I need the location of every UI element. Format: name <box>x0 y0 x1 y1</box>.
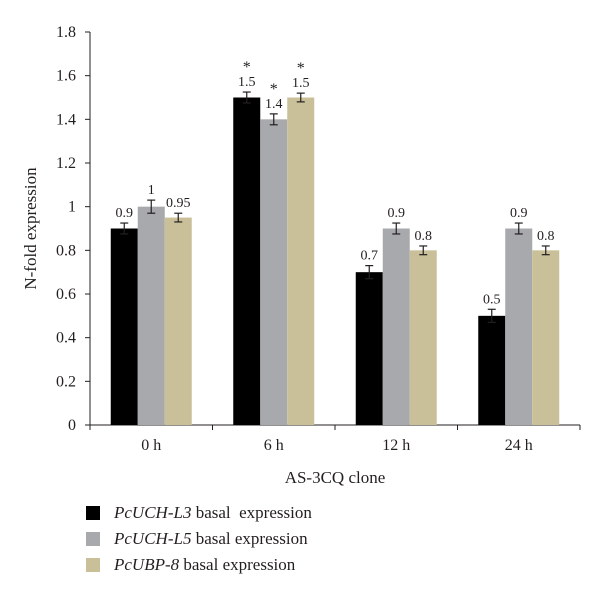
data-label: 0.5 <box>483 292 501 307</box>
legend-gene-name: PcUBP-8 <box>114 555 180 574</box>
data-label: 0.7 <box>361 249 379 264</box>
y-tick-label: 1.4 <box>56 111 76 128</box>
bar <box>409 250 437 425</box>
legend-label: PcUBP-8 basal expression <box>114 555 295 575</box>
bar <box>110 228 138 425</box>
data-label: 0.95 <box>166 196 191 211</box>
y-tick-label: 0.2 <box>56 373 76 390</box>
x-tick-label: 24 h <box>505 437 533 454</box>
y-tick-label: 0.8 <box>56 242 76 259</box>
y-tick-label: 1 <box>68 199 76 216</box>
legend-item: PcUBP-8 basal expression <box>86 552 312 578</box>
legend-swatch <box>86 506 100 520</box>
bar <box>532 250 560 425</box>
x-tick-label: 12 h <box>382 437 410 454</box>
data-label: 0.9 <box>388 206 406 221</box>
data-label: 0.9 <box>116 206 134 221</box>
y-tick-label: 0.4 <box>56 330 76 347</box>
legend-label: PcUCH-L3 basal expression <box>114 503 312 523</box>
legend-gene-name: PcUCH-L5 <box>114 529 192 548</box>
significance-mark: * <box>270 81 278 98</box>
legend-suffix: basal expression <box>191 529 308 548</box>
y-tick-label: 0 <box>68 417 76 434</box>
y-tick-label: 1.8 <box>56 24 76 41</box>
bar <box>505 228 533 425</box>
data-label: 1.5 <box>292 76 310 91</box>
data-label: 0.8 <box>537 229 555 244</box>
bar <box>233 97 261 425</box>
bar <box>260 119 288 425</box>
bar <box>478 315 506 425</box>
bar <box>164 217 192 425</box>
data-label: 0.9 <box>510 206 528 221</box>
significance-mark: * <box>297 60 305 77</box>
legend-item: PcUCH-L3 basal expression <box>86 500 312 526</box>
bar <box>287 97 315 425</box>
x-axis-title: AS-3CQ clone <box>285 468 386 487</box>
legend-item: PcUCH-L5 basal expression <box>86 526 312 552</box>
bar <box>355 272 383 425</box>
data-label: 1 <box>148 183 155 198</box>
bar <box>137 206 165 425</box>
y-tick-label: 1.6 <box>56 68 76 85</box>
legend-suffix: basal expression <box>191 503 312 522</box>
y-axis-title: N-fold expression <box>21 167 40 290</box>
x-tick-label: 0 h <box>141 437 161 454</box>
legend-label: PcUCH-L5 basal expression <box>114 529 308 549</box>
x-tick-label: 6 h <box>264 437 284 454</box>
legend: PcUCH-L3 basal expression PcUCH-L5 basal … <box>86 500 312 578</box>
y-tick-label: 0.6 <box>56 286 76 303</box>
legend-suffix: basal expression <box>179 555 296 574</box>
data-label: 1.5 <box>238 75 256 90</box>
significance-mark: * <box>243 59 251 76</box>
data-label: 1.4 <box>265 97 283 112</box>
legend-swatch <box>86 532 100 546</box>
bar <box>382 228 410 425</box>
legend-swatch <box>86 558 100 572</box>
data-label: 0.8 <box>415 229 433 244</box>
legend-gene-name: PcUCH-L3 <box>114 503 192 522</box>
y-tick-label: 1.2 <box>56 155 76 172</box>
